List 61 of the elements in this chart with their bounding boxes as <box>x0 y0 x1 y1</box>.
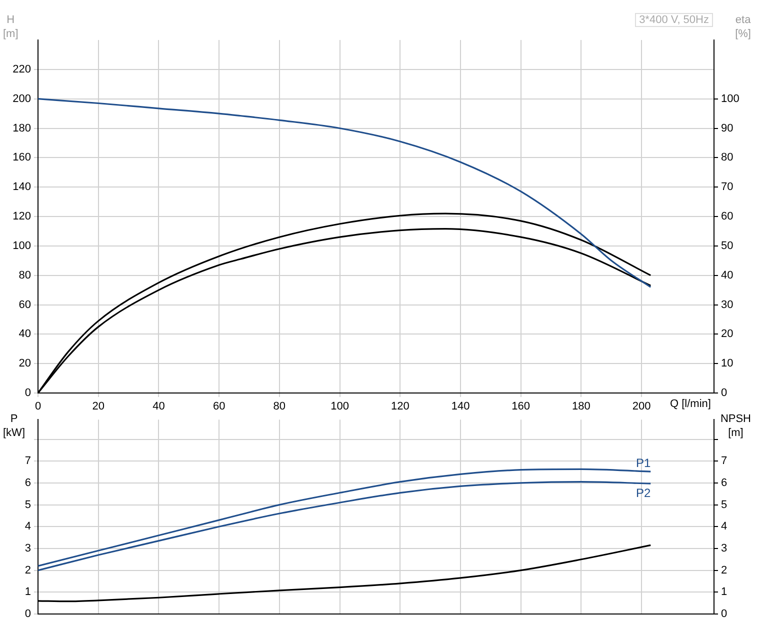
y-tick-label: 0 <box>24 608 31 620</box>
x-tick-label: 180 <box>572 400 590 413</box>
x-tick-label: 120 <box>390 400 410 413</box>
y2-tick-label: 4 <box>721 520 728 533</box>
y2-tick-label: 30 <box>721 298 734 311</box>
x-tick-label: 160 <box>512 400 530 413</box>
y-tick-label: 4 <box>24 520 31 533</box>
x-tick-label: 60 <box>212 400 226 413</box>
x-tick-label: 0 <box>34 400 42 413</box>
y2-tick-label: 70 <box>721 181 734 194</box>
y-tick-label: 0 <box>24 387 31 400</box>
y-axis-title: P [kW] <box>3 412 25 440</box>
y-tick-label: 100 <box>12 240 31 252</box>
y-tick-label: 120 <box>12 210 31 223</box>
x-axis-title: Q [l/min] <box>670 397 711 411</box>
text: 3*400 V, 50Hz <box>635 13 713 27</box>
line-series <box>38 468 652 567</box>
y2-tick-label: 6 <box>721 476 728 489</box>
y-tick-label: 2 <box>24 564 31 576</box>
y2-tick-label: 0 <box>721 608 728 620</box>
x-tick-label: 80 <box>273 400 286 413</box>
y2-tick-label: 5 <box>721 498 728 511</box>
y-tick-label: 7 <box>24 455 31 468</box>
y-tick-label: 160 <box>12 152 31 164</box>
y2-tick-label: 80 <box>721 152 734 164</box>
y2-axis-title: eta [%] <box>735 13 751 41</box>
x-tick-label: 20 <box>92 400 104 413</box>
y2-tick-label: 7 <box>721 455 728 468</box>
line-series <box>38 98 652 288</box>
y2-tick-label: 90 <box>721 122 734 134</box>
y-axis-title: H [m] <box>3 13 18 41</box>
series-label: P2 <box>636 486 651 500</box>
y2-tick-label: 40 <box>721 269 734 282</box>
y-tick-label: 5 <box>24 498 31 511</box>
y2-tick-label: 0 <box>721 387 728 400</box>
y2-tick-label: 100 <box>721 92 740 105</box>
y2-tick-label: 50 <box>721 240 734 252</box>
y2-tick-label: 10 <box>721 358 734 370</box>
y-tick-label: 1 <box>24 586 31 598</box>
y-tick-label: 40 <box>18 328 31 340</box>
y-tick-label: 6 <box>24 476 31 489</box>
y-tick-label: 220 <box>12 63 31 76</box>
y-tick-label: 60 <box>18 298 31 311</box>
y2-axis-title: NPSH [m] <box>720 412 751 440</box>
y-tick-label: 80 <box>18 269 31 282</box>
y2-tick-label: 1 <box>721 586 728 598</box>
x-tick-label: 100 <box>330 400 349 413</box>
series-label: P1 <box>636 456 651 470</box>
x-tick-label: 200 <box>632 400 651 413</box>
y-tick-label: 20 <box>18 358 31 370</box>
y-tick-label: 140 <box>12 181 31 194</box>
y-tick-label: 3 <box>24 542 31 555</box>
y2-tick-label: 3 <box>721 542 728 555</box>
x-tick-label: 140 <box>451 400 470 413</box>
y-tick-label: 180 <box>12 122 31 134</box>
y2-tick-label: 20 <box>721 328 734 340</box>
x-tick-label: 40 <box>152 400 165 413</box>
line-series <box>38 481 652 572</box>
y2-tick-label: 60 <box>721 210 734 223</box>
y-tick-label: 200 <box>12 92 31 105</box>
y2-tick-label: 2 <box>721 564 728 576</box>
